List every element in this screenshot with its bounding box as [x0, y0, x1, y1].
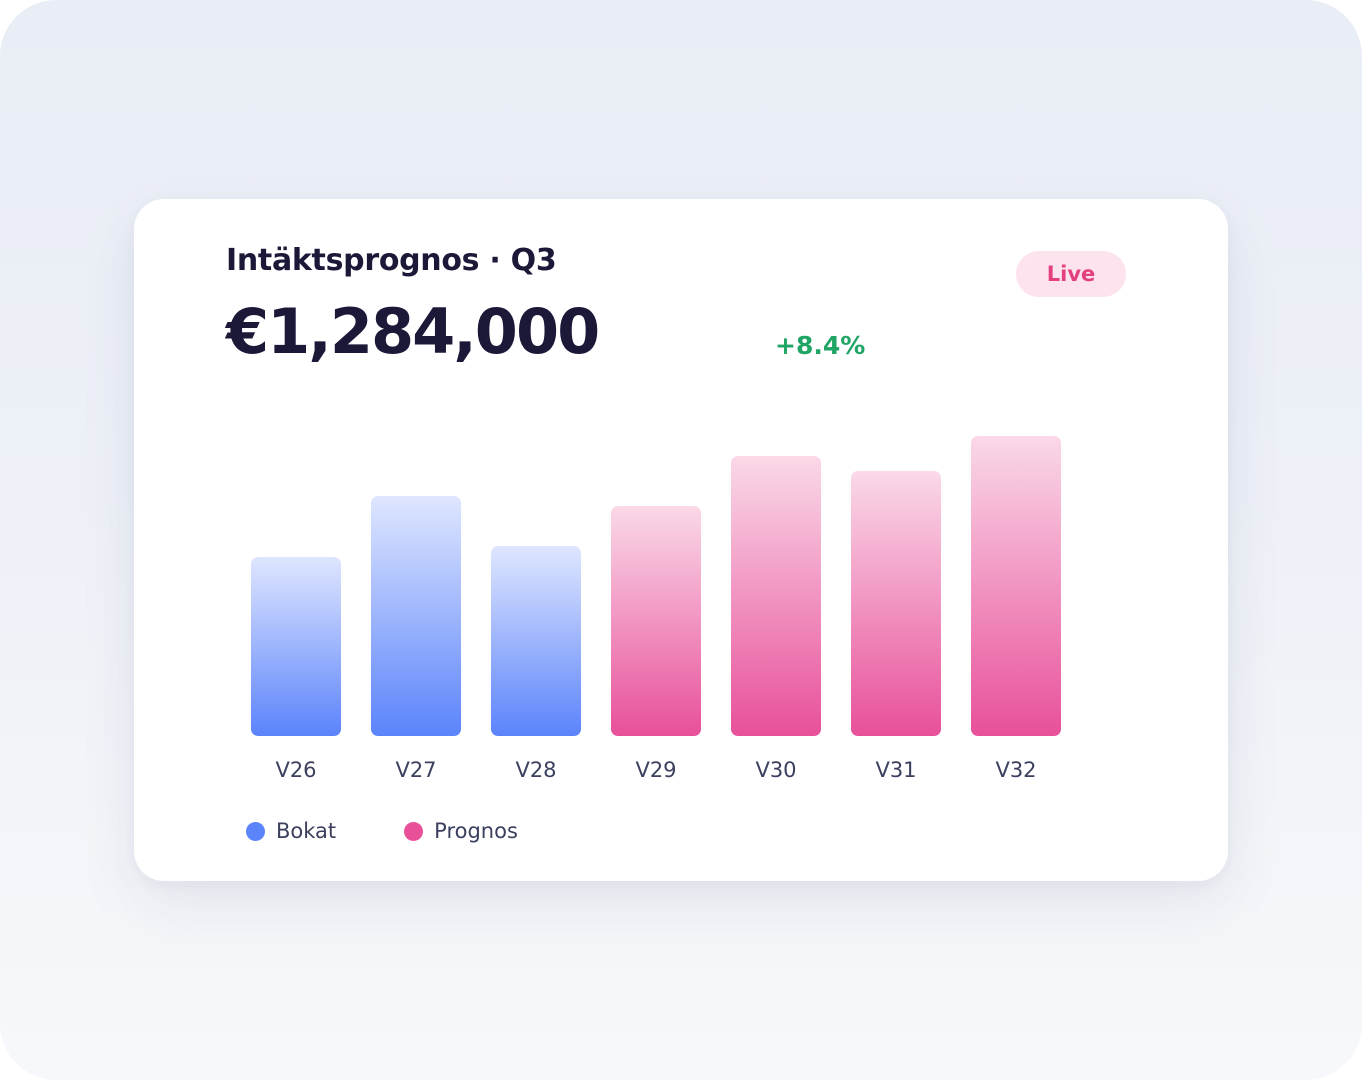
- bar-v31[interactable]: [851, 471, 941, 736]
- x-tick-label-v30: V30: [755, 758, 796, 782]
- change-percentage: +8.4%: [775, 331, 866, 360]
- x-tick-label-v32: V32: [995, 758, 1036, 782]
- revenue-forecast-card: Intäktsprognos · Q3 €1,284,000 +8.4% Liv…: [134, 199, 1228, 881]
- x-tick-label-v29: V29: [635, 758, 676, 782]
- live-badge[interactable]: Live: [1016, 251, 1126, 297]
- bar-v32[interactable]: [971, 436, 1061, 736]
- x-tick-label-v28: V28: [515, 758, 556, 782]
- x-tick-label-v27: V27: [395, 758, 436, 782]
- legend-dot-bokat: [246, 821, 265, 841]
- legend-dot-prognos: [404, 821, 424, 841]
- legend-label-prognos: Prognos: [434, 819, 518, 843]
- legend-item-bokat[interactable]: Bokat: [246, 819, 336, 843]
- card-title: Intäktsprognos · Q3: [226, 243, 557, 278]
- bar-v26[interactable]: [251, 557, 341, 736]
- legend-label-bokat: Bokat: [276, 819, 337, 843]
- legend-item-prognos[interactable]: Prognos: [404, 819, 518, 843]
- x-tick-label-v26: V26: [275, 758, 316, 782]
- bar-v30[interactable]: [731, 456, 821, 736]
- x-tick-label-v31: V31: [875, 758, 916, 782]
- bar-v29[interactable]: [611, 506, 701, 736]
- chart-legend: Bokat Prognos: [246, 819, 586, 843]
- bar-chart: V26 V27 V28 V29 V30 V31 V32: [251, 436, 1061, 782]
- bar-v28[interactable]: [491, 546, 581, 736]
- total-amount: €1,284,000: [226, 295, 600, 368]
- bar-v27[interactable]: [371, 496, 461, 736]
